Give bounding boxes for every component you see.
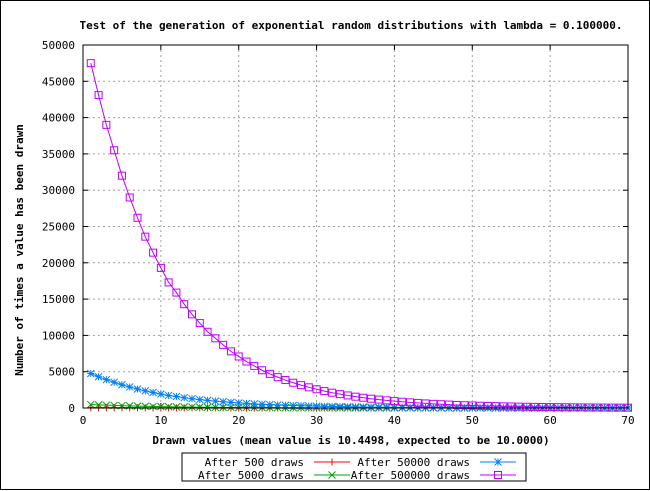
data-point [181, 394, 188, 401]
data-point [336, 403, 343, 410]
series-line [91, 374, 628, 408]
data-point [266, 401, 273, 408]
legend-label: After 50000 draws [357, 456, 470, 469]
data-point [95, 373, 102, 380]
data-point [383, 404, 390, 411]
data-point [189, 395, 196, 402]
data-point [126, 383, 133, 390]
y-tick-label: 0 [68, 402, 75, 415]
data-point [368, 404, 375, 411]
y-tick-label: 25000 [42, 221, 75, 234]
x-tick-label: 30 [310, 414, 323, 427]
data-point [352, 403, 359, 410]
y-tick-label: 20000 [42, 257, 75, 270]
data-point [321, 403, 328, 410]
x-tick-label: 50 [466, 414, 479, 427]
data-point [259, 401, 266, 408]
legend-label: After 500 draws [205, 456, 304, 469]
data-point [251, 400, 258, 407]
data-point [103, 376, 110, 383]
x-tick-label: 40 [388, 414, 401, 427]
data-point [196, 396, 203, 403]
x-tick-label: 0 [80, 414, 87, 427]
axis-ticks: 0 10 20 30 40 50 60 70 0 5000 10000 15000 20000 25000… [42, 39, 635, 427]
data-point [220, 398, 227, 405]
y-tick-label: 30000 [42, 184, 75, 197]
data-point [212, 398, 219, 405]
y-tick-label: 40000 [42, 112, 75, 125]
x-tick-label: 10 [154, 414, 167, 427]
series-line [91, 63, 628, 408]
data-point [274, 401, 281, 408]
data-point [235, 399, 242, 406]
y-tick-label: 50000 [42, 39, 75, 52]
data-point [157, 390, 164, 397]
y-tick-label: 45000 [42, 75, 75, 88]
legend-label: After 5000 draws [198, 469, 304, 482]
data-point [173, 393, 180, 400]
data-point [111, 379, 118, 386]
x-tick-label: 60 [544, 414, 557, 427]
data-point [150, 389, 157, 396]
data-point [313, 403, 320, 410]
y-tick-label: 5000 [49, 366, 76, 379]
chart-title: Test of the generation of exponential ra… [79, 19, 622, 32]
data-point [243, 400, 250, 407]
y-axis-label: Number of times a value has been drawn [13, 124, 26, 376]
data-point [87, 370, 94, 377]
grid-lines [83, 45, 628, 408]
x-axis-label: Drawn values (mean value is 10.4498, exp… [152, 434, 549, 447]
data-point [360, 403, 367, 410]
data-point [118, 381, 125, 388]
data-point [329, 403, 336, 410]
data-point [165, 392, 172, 399]
data-point [344, 403, 351, 410]
x-tick-label: 20 [232, 414, 245, 427]
data-point [407, 404, 414, 411]
legend-label: After 500000 draws [351, 469, 470, 482]
data-point [227, 399, 234, 406]
y-tick-label: 10000 [42, 329, 75, 342]
data-point [204, 397, 211, 404]
y-tick-label: 15000 [42, 293, 75, 306]
x-tick-label: 70 [621, 414, 634, 427]
data-point [134, 385, 141, 392]
y-tick-label: 35000 [42, 148, 75, 161]
data-point [375, 404, 382, 411]
data-point [142, 387, 149, 394]
legend-marker [495, 459, 502, 466]
